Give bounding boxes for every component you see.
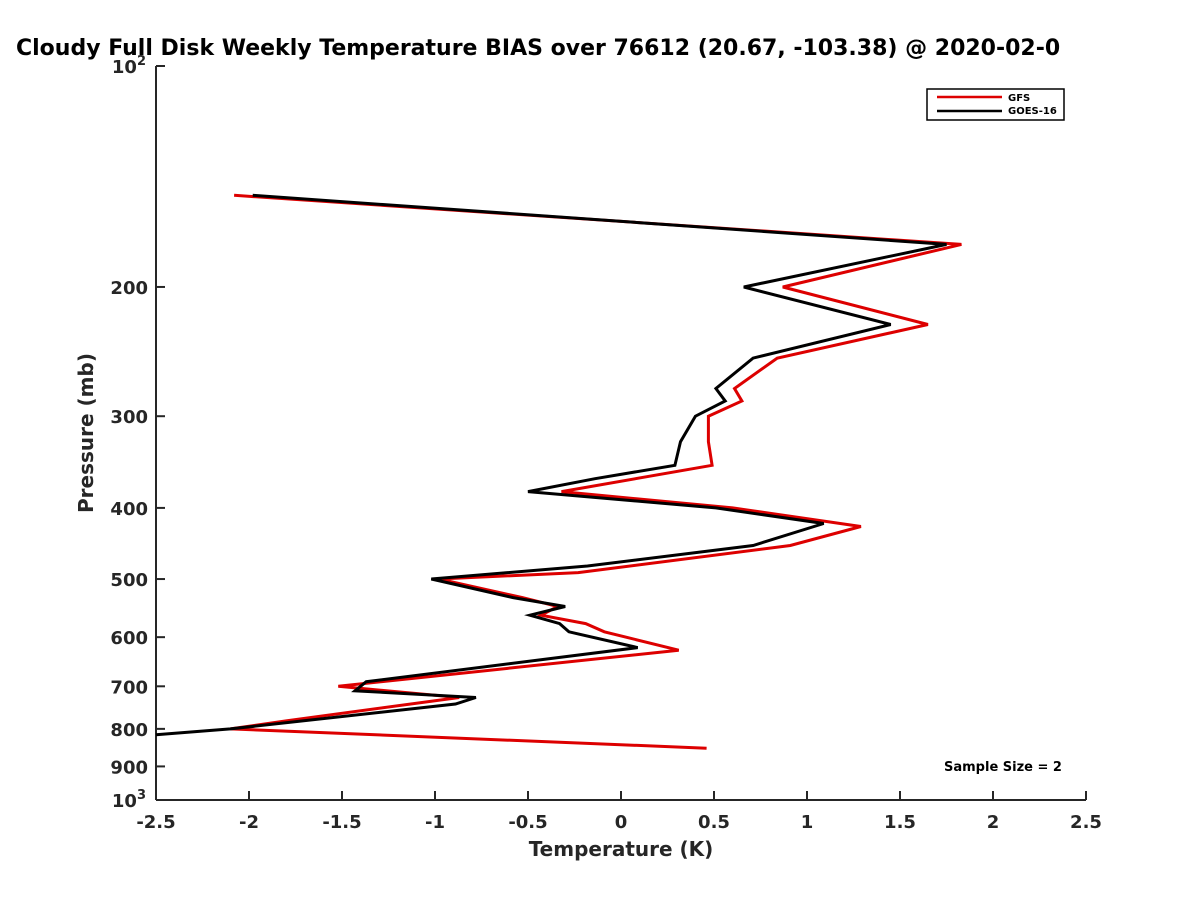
y-tick-label-top: 102 bbox=[112, 54, 146, 78]
sample-size-annotation: Sample Size = 2 bbox=[944, 760, 1062, 775]
y-ticks: 200 300 400 500 600 700 800 900 102 103 bbox=[110, 54, 165, 812]
legend-label-gfs: GFS bbox=[1008, 93, 1030, 104]
x-tick-label: -1.5 bbox=[322, 812, 361, 833]
x-tick-label: 0 bbox=[615, 812, 628, 833]
legend-label-goes16: GOES-16 bbox=[1008, 106, 1057, 117]
y-tick-label-bottom: 103 bbox=[112, 788, 146, 812]
x-tick-label: 2.5 bbox=[1070, 812, 1102, 833]
x-axis-label: Temperature (K) bbox=[529, 837, 714, 861]
y-tick-label: 400 bbox=[110, 499, 148, 520]
y-tick-label: 200 bbox=[110, 278, 148, 299]
y-tick-label: 800 bbox=[110, 720, 148, 741]
x-ticks: -2.5 -2 -1.5 -1 -0.5 0 0.5 1 1.5 2 2.5 bbox=[136, 791, 1102, 833]
series-lines bbox=[155, 193, 962, 750]
y-axis-label: Pressure (mb) bbox=[74, 353, 98, 513]
series-line-goes16 bbox=[155, 193, 947, 737]
series-line-gfs bbox=[230, 193, 962, 750]
legend: GFS GOES-16 bbox=[926, 88, 1065, 121]
y-tick-label: 300 bbox=[110, 407, 148, 428]
x-tick-label: -2.5 bbox=[136, 812, 175, 833]
y-tick-label: 900 bbox=[110, 757, 148, 778]
legend-box bbox=[926, 88, 1065, 121]
x-tick-label: 2 bbox=[987, 812, 1000, 833]
y-tick-label: 500 bbox=[110, 570, 148, 591]
x-tick-label: 0.5 bbox=[698, 812, 730, 833]
x-tick-label: 1 bbox=[801, 812, 814, 833]
x-tick-label: -2 bbox=[239, 812, 259, 833]
x-tick-label: 1.5 bbox=[884, 812, 916, 833]
chart-title: Cloudy Full Disk Weekly Temperature BIAS… bbox=[16, 36, 1060, 61]
y-tick-label: 700 bbox=[110, 677, 148, 698]
x-tick-label: -1 bbox=[425, 812, 445, 833]
y-tick-label: 600 bbox=[110, 628, 148, 649]
x-tick-label: -0.5 bbox=[508, 812, 547, 833]
